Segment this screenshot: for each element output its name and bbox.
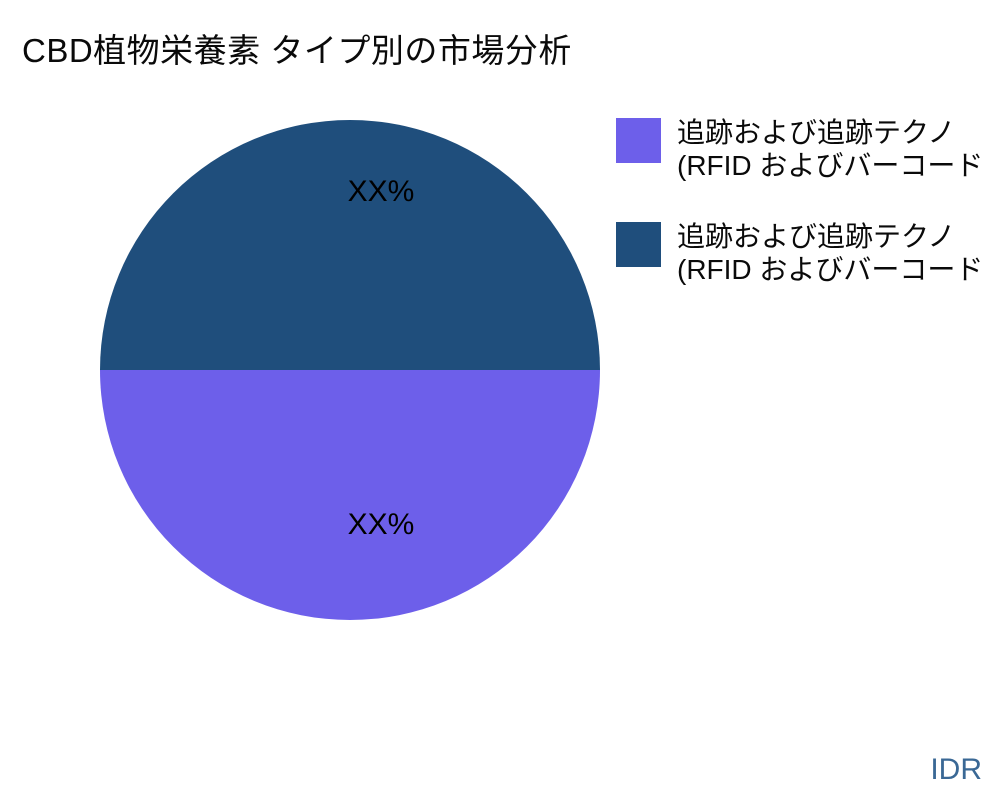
watermark-idr: IDR <box>930 753 982 786</box>
legend-item-purple: 追跡および追跡テクノ (RFID およびバーコード <box>616 116 983 182</box>
legend-label-navy: 追跡および追跡テクノ (RFID およびバーコード <box>677 220 983 286</box>
chart-title: CBD植物栄養素 タイプ別の市場分析 <box>22 32 572 69</box>
legend-label-purple-line2: (RFID およびバーコード <box>677 150 984 181</box>
legend-label-navy-line1: 追跡および追跡テクノ <box>677 221 956 252</box>
pie-slice-label-bottom: XX% <box>347 508 415 541</box>
pie-chart <box>100 120 600 620</box>
legend: 追跡および追跡テクノ (RFID およびバーコード 追跡および追跡テクノ (RF… <box>616 116 983 286</box>
legend-swatch-navy <box>616 222 661 267</box>
legend-item-navy: 追跡および追跡テクノ (RFID およびバーコード <box>616 220 983 286</box>
pie-slice-label-top: XX% <box>347 175 415 208</box>
legend-label-navy-line2: (RFID およびバーコード <box>677 254 984 285</box>
legend-label-purple-line1: 追跡および追跡テクノ <box>677 117 956 148</box>
legend-label-purple: 追跡および追跡テクノ (RFID およびバーコード <box>677 116 983 182</box>
legend-swatch-purple <box>616 118 661 163</box>
